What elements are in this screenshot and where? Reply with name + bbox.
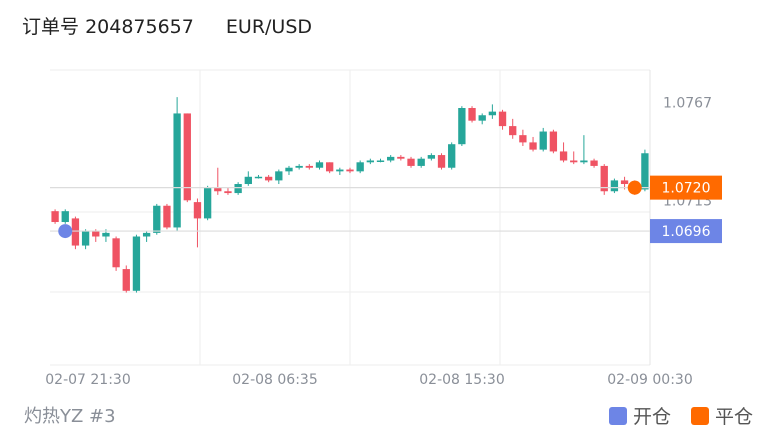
candle-body: [427, 155, 436, 159]
legend: 开仓 平仓: [589, 402, 753, 429]
candle-body: [509, 126, 517, 136]
legend-close: 平仓: [690, 402, 753, 429]
candle-body: [529, 142, 537, 150]
candle-body: [346, 169, 354, 172]
candle-body: [437, 155, 446, 168]
candle-body: [397, 156, 405, 159]
x-tick-label: 02-08 06:35: [232, 372, 317, 388]
candle-body: [214, 187, 222, 192]
candle-body: [600, 165, 608, 192]
candle-body: [610, 180, 619, 192]
candle-body: [366, 160, 374, 163]
price-tag: [650, 219, 722, 244]
candle-body: [112, 238, 120, 268]
candle-body: [132, 236, 141, 291]
candle-body: [234, 184, 242, 194]
candle-body: [417, 158, 425, 166]
candle-body: [580, 160, 588, 163]
candle-body: [183, 113, 191, 201]
legend-open-swatch: [608, 406, 627, 425]
candle-body: [244, 176, 252, 185]
candle-body: [203, 187, 212, 219]
legend-close-swatch: [690, 406, 709, 425]
candle-body: [478, 115, 486, 121]
candle-body: [102, 232, 110, 237]
candle-body: [142, 232, 151, 237]
candle-body: [122, 269, 130, 291]
order-number: 204875657: [85, 16, 194, 38]
candle-body: [163, 205, 171, 228]
candle-body: [153, 205, 161, 233]
candle-body: [71, 218, 80, 246]
candle-body: [92, 231, 100, 237]
candle-body: [620, 180, 629, 185]
candle-body: [305, 165, 313, 168]
candle-body: [275, 171, 283, 181]
candle-body: [641, 153, 649, 190]
x-tick-label: 02-09 00:30: [607, 372, 692, 388]
symbol-label: EUR/USD: [225, 16, 313, 38]
candle-body: [315, 162, 324, 168]
candle-body: [458, 108, 466, 145]
legend-close-label: 平仓: [714, 406, 753, 428]
candle-body: [264, 176, 273, 181]
candle-body: [295, 165, 303, 168]
candle-body: [387, 156, 395, 161]
candle-body: [173, 113, 181, 228]
candle-body: [519, 135, 527, 143]
legend-open-label: 开仓: [632, 406, 671, 428]
candle-body: [539, 131, 547, 150]
candle-body: [336, 169, 344, 172]
account-label: 灼热YZ #3: [24, 406, 116, 427]
chart-header: 订单号 204875657 EUR/USD: [22, 12, 312, 39]
candle-body: [590, 160, 598, 166]
candle-body: [559, 151, 568, 161]
candle-body: [356, 162, 364, 172]
candle-body: [570, 160, 578, 163]
y-tick-label: 1.0767: [663, 96, 712, 112]
candle-body: [376, 160, 385, 162]
candle-body: [193, 202, 202, 219]
candle-body: [468, 108, 476, 121]
candle-body: [51, 211, 59, 223]
close-position-marker: [627, 180, 642, 195]
price-tag-label: 1.0720: [662, 181, 711, 197]
x-tick-label: 02-07 21:30: [45, 372, 130, 388]
candle-body: [61, 211, 69, 223]
candle-body: [488, 111, 497, 116]
x-tick-label: 02-08 15:30: [419, 372, 504, 388]
candle-body: [448, 144, 456, 168]
legend-open: 开仓: [608, 402, 671, 429]
price-tag-label: 1.0696: [662, 224, 711, 240]
candle-body: [326, 162, 334, 172]
candle-body: [498, 111, 507, 127]
open-position-marker: [58, 224, 73, 239]
candle-body: [81, 231, 90, 246]
candle-body: [254, 176, 263, 179]
candle-body: [549, 131, 558, 152]
candle-body: [285, 167, 293, 172]
candle-body: [407, 158, 415, 166]
price-tag: [650, 175, 722, 200]
candle-body: [224, 191, 232, 194]
order-label: 订单号: [22, 16, 80, 38]
